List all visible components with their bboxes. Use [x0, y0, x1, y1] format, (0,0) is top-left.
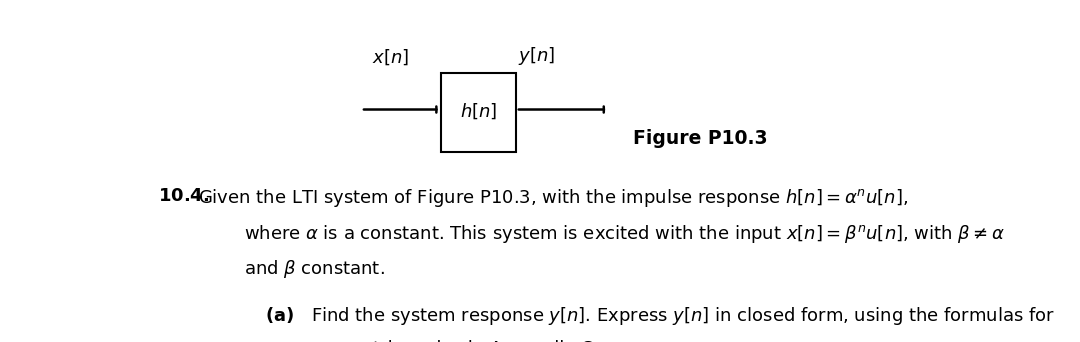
Text: Given the LTI system of Figure P10.3, with the impulse response $h[n] = \alpha^n: Given the LTI system of Figure P10.3, wi… [198, 187, 908, 209]
Text: where $\alpha$ is a constant. This system is excited with the input $x[n] = \bet: where $\alpha$ is a constant. This syste… [244, 223, 1004, 245]
Text: geometric series in Appendix C.: geometric series in Appendix C. [311, 340, 598, 342]
Text: $y[n]$: $y[n]$ [518, 45, 555, 67]
Text: $x[n]$: $x[n]$ [372, 48, 409, 67]
Text: $\mathbf{10.4.}$: $\mathbf{10.4.}$ [159, 187, 210, 205]
Bar [441, 73, 516, 152]
Text: Figure P10.3: Figure P10.3 [633, 129, 768, 148]
Text: $h[n]$: $h[n]$ [459, 101, 497, 121]
Text: Find the system response $y[n]$. Express $y[n]$ in closed form, using the formul: Find the system response $y[n]$. Express… [311, 304, 1055, 327]
Text: and $\beta$ constant.: and $\beta$ constant. [244, 258, 384, 280]
Text: $\mathbf{(a)}$: $\mathbf{(a)}$ [265, 304, 294, 325]
